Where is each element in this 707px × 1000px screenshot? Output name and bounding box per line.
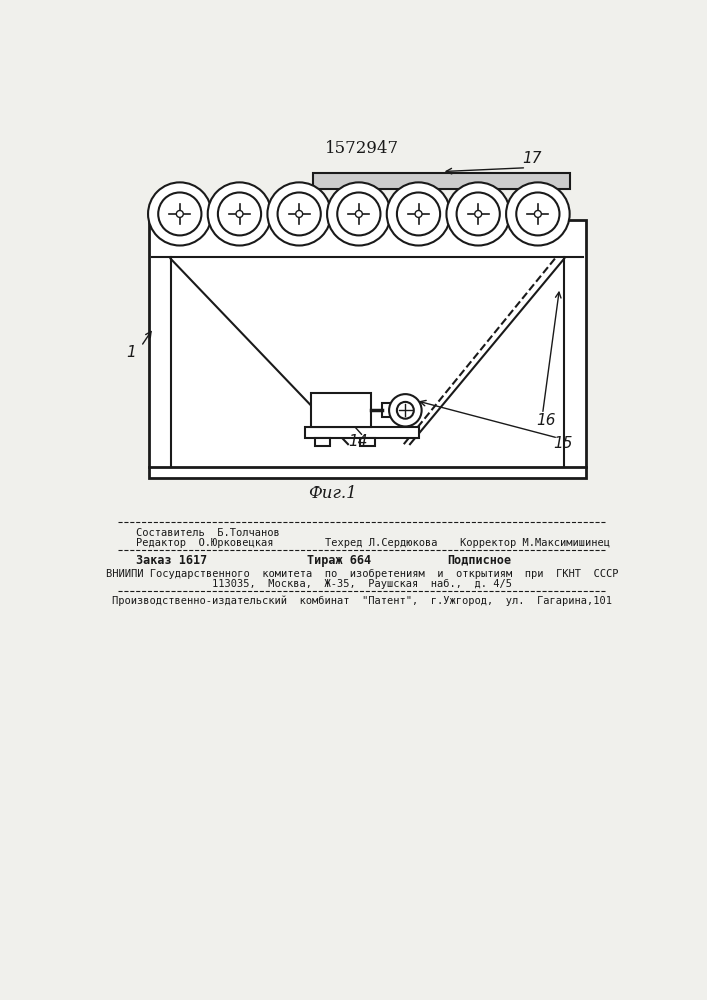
Bar: [360, 438, 375, 446]
Circle shape: [208, 182, 271, 246]
Circle shape: [474, 210, 481, 217]
Text: 113035,  Москва,  Ж-35,  Раушская  наб.,  д. 4/5: 113035, Москва, Ж-35, Раушская наб., д. …: [212, 579, 512, 589]
Text: ВНИИПИ Государственного  комитета  по  изобретениям  и  открытиям  при  ГКНТ  СС: ВНИИПИ Государственного комитета по изоб…: [106, 568, 618, 579]
Text: 17: 17: [522, 151, 542, 166]
Text: 16: 16: [536, 413, 556, 428]
Circle shape: [337, 192, 380, 235]
Circle shape: [236, 210, 243, 217]
Text: Заказ 1617: Заказ 1617: [136, 554, 208, 567]
Circle shape: [516, 192, 559, 235]
Circle shape: [278, 192, 321, 235]
Text: 1572947: 1572947: [325, 140, 399, 157]
Bar: [305, 427, 419, 438]
Circle shape: [267, 182, 331, 246]
Bar: [315, 438, 330, 446]
Circle shape: [506, 182, 570, 246]
Circle shape: [158, 192, 201, 235]
Text: 14: 14: [349, 434, 368, 449]
Bar: [149, 220, 586, 478]
Circle shape: [387, 182, 450, 246]
Text: Техред Л.Сердюкова: Техред Л.Сердюкова: [325, 538, 437, 548]
Circle shape: [446, 182, 510, 246]
Text: Редактор  О.Юрковецкая: Редактор О.Юрковецкая: [136, 538, 274, 548]
Circle shape: [415, 210, 422, 217]
Text: 1: 1: [126, 345, 136, 360]
Circle shape: [356, 210, 363, 217]
Text: 15: 15: [554, 436, 573, 451]
Bar: [382, 403, 391, 417]
Text: Тираж 664: Тираж 664: [307, 554, 371, 567]
Bar: [311, 393, 371, 427]
Text: Корректор М.Максимишинец: Корректор М.Максимишинец: [460, 538, 610, 548]
Text: Подписное: Подписное: [448, 554, 511, 567]
Circle shape: [457, 192, 500, 235]
Circle shape: [296, 210, 303, 217]
Circle shape: [534, 210, 542, 217]
Text: Составитель  Б.Толчанов: Составитель Б.Толчанов: [136, 528, 280, 538]
Text: Фиг.1: Фиг.1: [308, 485, 357, 502]
Circle shape: [327, 182, 391, 246]
Bar: [313, 173, 571, 189]
Circle shape: [148, 182, 211, 246]
Circle shape: [389, 394, 421, 426]
Circle shape: [218, 192, 261, 235]
Circle shape: [176, 210, 183, 217]
Circle shape: [397, 192, 440, 235]
Text: Производственно-издательский  комбинат  "Патент",  г.Ужгород,  ул.  Гагарина,101: Производственно-издательский комбинат "П…: [112, 596, 612, 606]
